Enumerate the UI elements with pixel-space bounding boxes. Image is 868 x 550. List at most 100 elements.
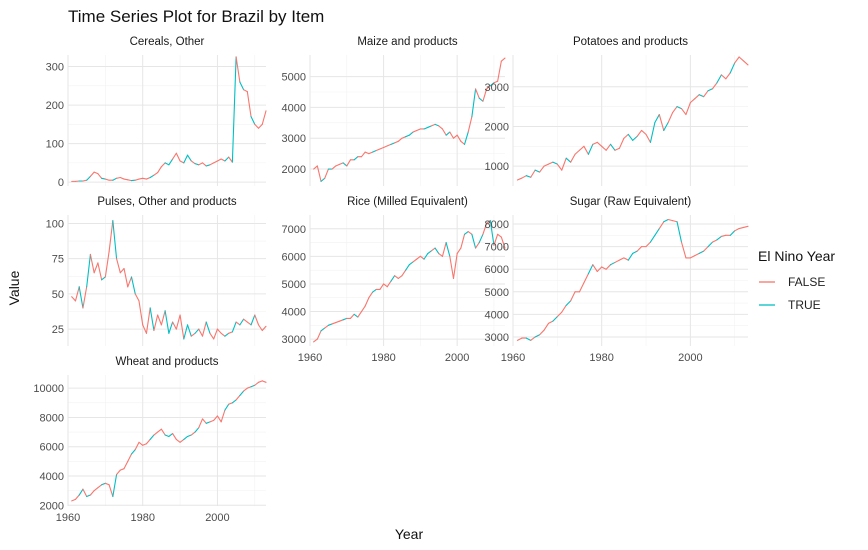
series-segment bbox=[587, 143, 594, 155]
series-segment bbox=[534, 334, 541, 338]
series-segment bbox=[368, 291, 374, 299]
series-segment bbox=[379, 283, 385, 291]
series-segment bbox=[497, 233, 502, 238]
series-segment bbox=[364, 297, 370, 307]
y-tick-label: 4000 bbox=[282, 102, 306, 114]
series-segment bbox=[379, 146, 385, 150]
series-segment bbox=[179, 314, 185, 340]
series-segment bbox=[209, 419, 215, 423]
y-tick-label: 4000 bbox=[40, 471, 64, 483]
series-segment bbox=[738, 226, 745, 230]
series-segment bbox=[614, 147, 620, 151]
series-segment bbox=[243, 387, 248, 392]
series-segment bbox=[592, 141, 598, 145]
series-segment bbox=[138, 177, 144, 180]
y-tick-label: 25 bbox=[52, 324, 64, 336]
series-segment bbox=[547, 161, 554, 165]
x-tick-label: 1960 bbox=[56, 512, 80, 524]
series-segment bbox=[743, 225, 749, 228]
series-segment bbox=[694, 252, 700, 257]
series-segment bbox=[596, 266, 603, 273]
series-segment bbox=[228, 156, 233, 163]
series-segment bbox=[142, 324, 148, 334]
series-segment bbox=[667, 218, 674, 222]
series-segment bbox=[711, 82, 718, 90]
facet-panel: 3000 4000 5000 6000 7000 Rice (Milled Equival… bbox=[282, 196, 506, 364]
series-segment bbox=[689, 255, 696, 259]
y-tick-label: 75 bbox=[52, 254, 64, 266]
series-segment bbox=[78, 286, 84, 309]
series-segment bbox=[235, 56, 241, 83]
series-segment bbox=[663, 121, 669, 131]
series-segment bbox=[525, 337, 532, 341]
series-segment bbox=[224, 156, 230, 162]
legend-entry-label: FALSE bbox=[788, 275, 825, 289]
series-segment bbox=[530, 336, 536, 341]
series-segment bbox=[138, 441, 144, 446]
series-segment bbox=[534, 169, 541, 173]
y-tick-label: 6000 bbox=[485, 264, 509, 276]
series-segment bbox=[390, 142, 396, 145]
series-segment bbox=[130, 449, 136, 455]
facet-title: Pulses, Other and products bbox=[97, 196, 237, 208]
y-tick-label: 6000 bbox=[282, 251, 306, 263]
series-segment bbox=[224, 403, 230, 411]
series-segment bbox=[145, 176, 151, 180]
y-tick-label: 100 bbox=[46, 139, 64, 151]
x-tick-label: 2000 bbox=[445, 352, 469, 364]
series-segment bbox=[430, 123, 436, 127]
series-segment bbox=[231, 321, 237, 333]
series-segment bbox=[201, 418, 207, 424]
series-segment bbox=[386, 280, 392, 288]
series-segment bbox=[412, 258, 418, 263]
series-segment bbox=[213, 160, 218, 164]
series-segment bbox=[698, 94, 705, 98]
series-segment bbox=[552, 316, 558, 322]
series-segment bbox=[104, 482, 110, 486]
series-segment bbox=[632, 135, 638, 141]
series-segment bbox=[364, 151, 370, 155]
series-segment bbox=[246, 321, 252, 326]
y-tick-label: 5000 bbox=[282, 72, 306, 84]
series-segment bbox=[142, 443, 148, 446]
series-segment bbox=[175, 314, 181, 330]
series-segment bbox=[627, 252, 634, 261]
series-segment bbox=[216, 328, 222, 334]
series-segment bbox=[547, 320, 554, 324]
series-segment bbox=[561, 157, 567, 171]
series-segment bbox=[228, 331, 233, 334]
series-segment bbox=[521, 175, 527, 179]
series-segment bbox=[434, 123, 440, 127]
series-segment bbox=[360, 305, 366, 313]
series-segment bbox=[394, 140, 399, 144]
series-segment bbox=[489, 219, 495, 246]
facet-panel: 0 100 200 300 Cereals, Other bbox=[46, 36, 267, 189]
y-tick-label: 3000 bbox=[282, 334, 306, 346]
series-segment bbox=[383, 145, 388, 149]
series-segment bbox=[101, 482, 106, 486]
facet-title: Maize and products bbox=[357, 36, 458, 48]
series-segment bbox=[500, 236, 506, 249]
series-segment bbox=[539, 165, 545, 173]
series-segment bbox=[153, 171, 159, 176]
series-segment bbox=[467, 116, 473, 133]
series-segment bbox=[157, 314, 162, 326]
y-tick-label: 200 bbox=[46, 100, 64, 112]
series-segment bbox=[130, 276, 136, 295]
series-segment bbox=[438, 253, 444, 257]
series-segment bbox=[486, 85, 491, 90]
series-segment bbox=[353, 156, 359, 161]
series-segment bbox=[565, 300, 572, 306]
series-segment bbox=[243, 89, 248, 93]
series-segment bbox=[201, 162, 207, 167]
series-segment bbox=[261, 325, 267, 332]
series-segment bbox=[570, 153, 576, 163]
series-segment bbox=[138, 300, 144, 326]
x-tick-label: 1980 bbox=[130, 512, 154, 524]
series-segment bbox=[397, 275, 403, 279]
y-tick-label: 50 bbox=[52, 289, 64, 301]
series-segment bbox=[250, 314, 256, 326]
series-segment bbox=[441, 242, 447, 257]
series-segment bbox=[371, 288, 377, 293]
